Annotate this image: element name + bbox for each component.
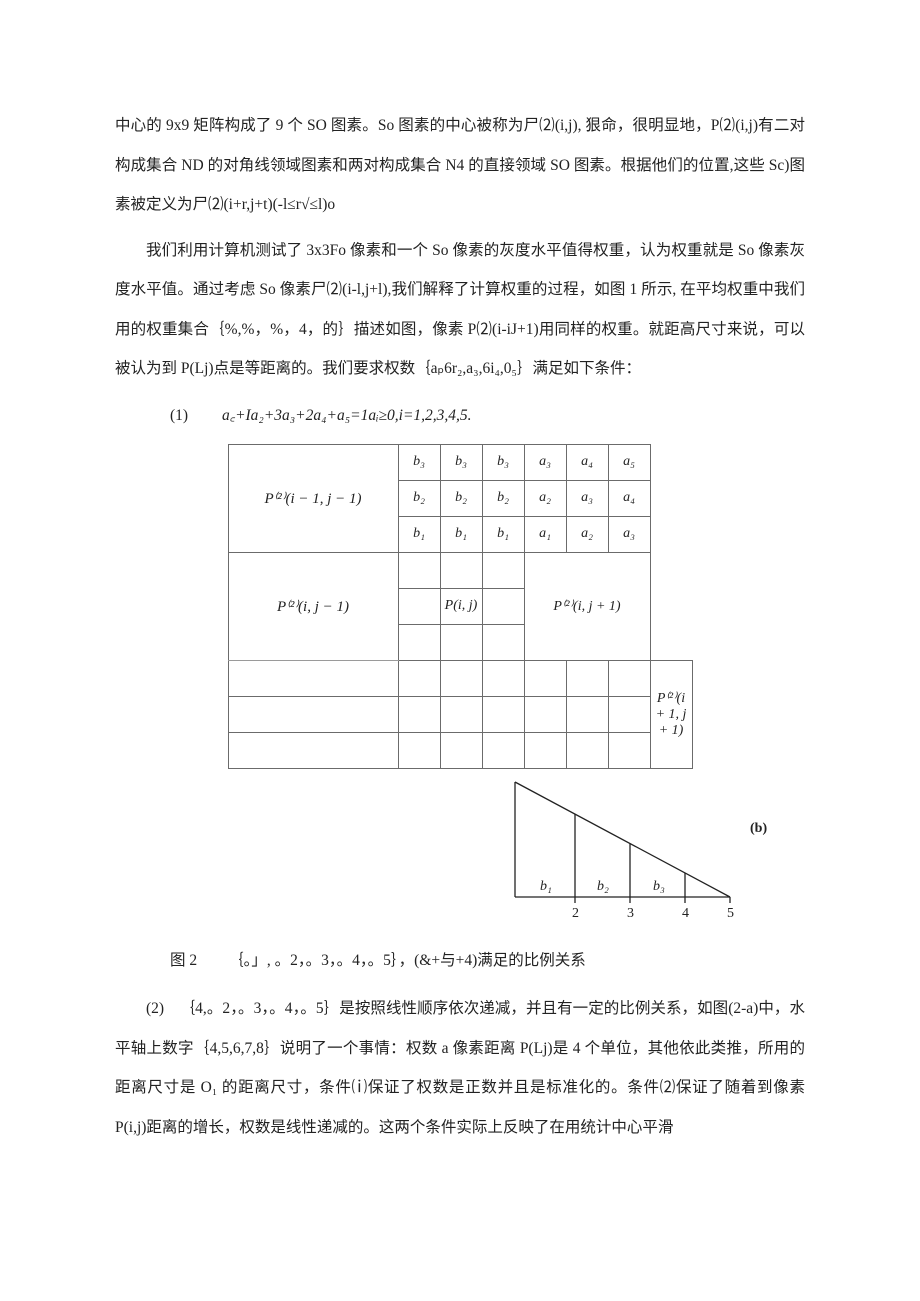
cell-bl9	[228, 732, 398, 768]
cell-a4b: a₄	[608, 480, 650, 516]
cell-b1-1: b₁	[398, 516, 440, 552]
cell-bc9	[608, 732, 650, 768]
cell-a3c: a₃	[608, 516, 650, 552]
cell-b1-3: b₁	[482, 516, 524, 552]
tri-x-3: 3	[627, 906, 634, 921]
cell-m8	[440, 624, 482, 660]
cell-center: P(i, j)	[440, 588, 482, 624]
cell-b3-3: b₃	[482, 444, 524, 480]
tri-x-4: 4	[682, 906, 689, 921]
cell-a4: a₄	[566, 444, 608, 480]
paragraph-1: 中心的 9x9 矩阵构成了 9 个 SO 图素。So 图素的中心被称为尸⑵(i,…	[115, 106, 805, 225]
cell-bc7	[524, 732, 566, 768]
cell-bl7	[440, 696, 482, 732]
cell-bl2	[398, 660, 440, 696]
formula-1: (1) a꜀+Ia₂+3a₃+2a₄+a₅=1aᵢ≥0,i=1,2,3,4,5.	[170, 397, 805, 434]
weight-grid-table: P⁽²⁾(i − 1, j − 1) b₃ b₃ b₃ a₃ a₄ a₅ b₂ …	[228, 444, 693, 769]
cell-b3-2: b₃	[440, 444, 482, 480]
cell-label-mid-right: P⁽²⁾(i, j + 1)	[524, 552, 650, 660]
tri-label-b1: b₁	[540, 879, 552, 894]
cell-b3-1: b₃	[398, 444, 440, 480]
cell-b2-1: b₂	[398, 480, 440, 516]
cell-bc6	[608, 696, 650, 732]
tri-x-2: 2	[572, 906, 579, 921]
cell-bc5	[566, 696, 608, 732]
cell-a3: a₃	[524, 444, 566, 480]
cell-bl3	[440, 660, 482, 696]
tri-x-5: 5	[727, 906, 734, 921]
cell-m7	[398, 624, 440, 660]
cell-a2: a₂	[524, 480, 566, 516]
cell-bl10	[398, 732, 440, 768]
cell-m4	[398, 588, 440, 624]
cell-bl11	[440, 732, 482, 768]
figure-caption: 图 2 ｛。」, 。2，。3，。4，。5｝，(&+与+4)满足的比例关系	[170, 942, 805, 979]
cell-a3b: a₃	[566, 480, 608, 516]
figure-table: P⁽²⁾(i − 1, j − 1) b₃ b₃ b₃ a₃ a₄ a₅ b₂ …	[115, 444, 805, 769]
cell-bc1	[524, 660, 566, 696]
cell-label-top-left: P⁽²⁾(i − 1, j − 1)	[228, 444, 398, 552]
cell-m9	[482, 624, 524, 660]
paragraph-2: 我们利用计算机测试了 3x3Fo 像素和一个 So 像素的灰度水平值得权重，认为…	[115, 231, 805, 389]
cell-bl12	[482, 732, 524, 768]
cell-m2	[440, 552, 482, 588]
cell-bl8	[482, 696, 524, 732]
tri-label-b3: b₃	[653, 879, 665, 894]
triangle-diagram-icon: b₁ b₂ b₃ 2 3 4 5 (b)	[485, 772, 785, 927]
cell-m6	[482, 588, 524, 624]
cell-label-mid-left: P⁽²⁾(i, j − 1)	[228, 552, 398, 660]
cell-bc8	[566, 732, 608, 768]
cell-b2-2: b₂	[440, 480, 482, 516]
cell-bc3	[608, 660, 650, 696]
page: 中心的 9x9 矩阵构成了 9 个 SO 图素。So 图素的中心被称为尸⑵(i,…	[0, 0, 920, 1213]
cell-label-bot-right: P⁽²⁾(i + 1, j + 1)	[650, 660, 692, 768]
cell-b2-3: b₂	[482, 480, 524, 516]
cell-a1: a₁	[524, 516, 566, 552]
paragraph-3: (2) ｛4,。2，。3，。4，。5｝是按照线性顺序依次递减，并且有一定的比例关…	[115, 989, 805, 1147]
cell-bl1	[228, 660, 398, 696]
tri-label-b: (b)	[750, 821, 767, 836]
cell-bc2	[566, 660, 608, 696]
cell-m1	[398, 552, 440, 588]
cell-a5: a₅	[608, 444, 650, 480]
figure-triangle: b₁ b₂ b₃ 2 3 4 5 (b)	[115, 772, 805, 932]
formula-1-number: (1)	[170, 407, 188, 424]
cell-b1-2: b₁	[440, 516, 482, 552]
cell-m3	[482, 552, 524, 588]
cell-bl5	[228, 696, 398, 732]
cell-bl4	[482, 660, 524, 696]
tri-label-b2: b₂	[597, 879, 609, 894]
cell-a2b: a₂	[566, 516, 608, 552]
formula-1-body: a꜀+Ia₂+3a₃+2a₄+a₅=1aᵢ≥0,i=1,2,3,4,5.	[222, 407, 472, 424]
cell-bl6	[398, 696, 440, 732]
cell-bc4	[524, 696, 566, 732]
